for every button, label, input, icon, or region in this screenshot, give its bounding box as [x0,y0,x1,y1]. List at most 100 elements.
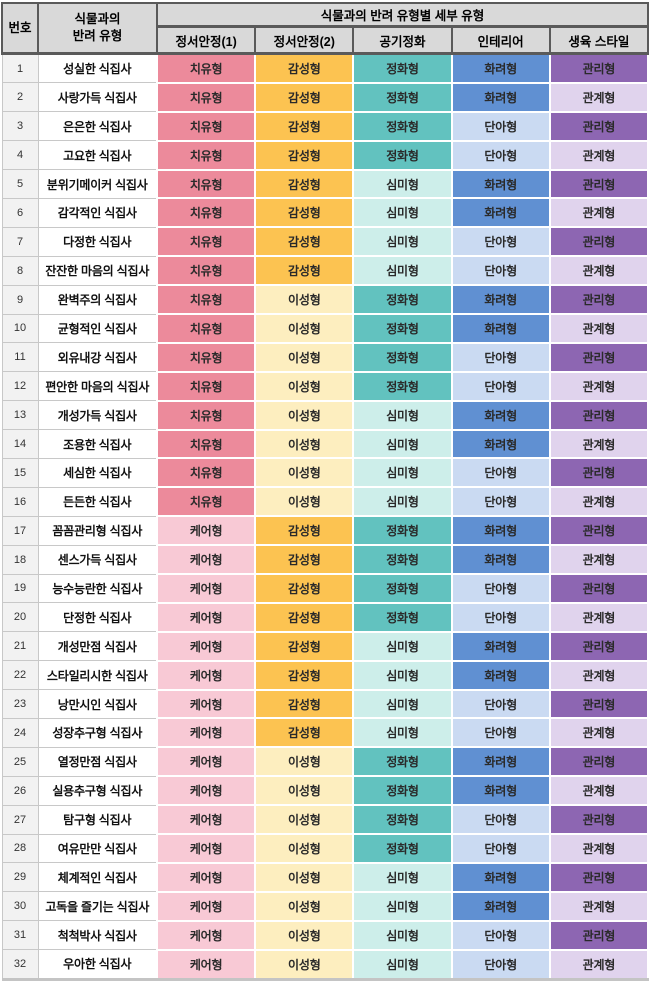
detail-type-cell: 관리형 [548,746,650,778]
detail-type-cell: 이성형 [254,804,355,836]
detail-type-cell: 심미형 [352,457,453,489]
detail-type-cell: 정화형 [352,284,453,316]
row-number-cell: 6 [1,197,39,228]
detail-type-cell: 관리형 [548,168,650,200]
detail-type-cell: 단아형 [450,688,551,720]
companion-type-name-cell: 외유내강 식집사 [37,342,158,373]
detail-type-cell: 감성형 [254,81,355,113]
detail-type-cell: 이성형 [254,486,355,518]
detail-type-cell: 감성형 [254,226,355,258]
detail-type-cell: 이성형 [254,399,355,431]
column-header-number: 번호 [1,2,39,55]
companion-type-name-cell: 성장추구형 식집사 [37,717,158,748]
detail-type-cell: 단아형 [450,226,551,258]
table-row: 15 세심한 식집사 치유형 이성형 심미형 단아형 관리형 [1,457,650,489]
detail-type-cell: 화려형 [450,399,551,431]
detail-type-cell: 케어형 [155,861,257,893]
detail-type-cell: 정화형 [352,52,453,84]
companion-type-name-cell: 체계적인 식집사 [37,862,158,893]
detail-type-cell: 감성형 [254,110,355,142]
table-row: 21 개성만점 식집사 케어형 감성형 심미형 화려형 관리형 [1,630,650,662]
detail-type-cell: 심미형 [352,168,453,200]
detail-type-cell: 정화형 [352,81,453,113]
table-row: 27 탐구형 식집사 케어형 이성형 정화형 단아형 관리형 [1,804,650,836]
companion-type-name-cell: 편안한 마음의 식집사 [37,371,158,402]
detail-type-cell: 단아형 [450,341,551,373]
detail-type-cell: 심미형 [352,861,453,893]
row-number-cell: 12 [1,371,39,402]
column-header-companion-type: 식물과의 반려 유형 [37,2,158,55]
detail-type-cell: 이성형 [254,341,355,373]
detail-type-cell: 케어형 [155,804,257,836]
column-header-interior: 인테리어 [450,25,551,55]
companion-type-name-cell: 탐구형 식집사 [37,804,158,835]
table-row: 16 든든한 식집사 치유형 이성형 심미형 단아형 관계형 [1,486,650,518]
row-number-cell: 14 [1,429,39,459]
table-row: 10 균형적인 식집사 치유형 이성형 정화형 화려형 관계형 [1,313,650,344]
row-number-cell: 32 [1,949,39,981]
detail-type-cell: 관계형 [548,428,650,460]
detail-type-cell: 이성형 [254,313,355,344]
detail-type-cell: 치유형 [155,255,257,287]
detail-type-cell: 관계형 [548,486,650,518]
row-number-cell: 8 [1,255,39,286]
detail-type-cell: 화려형 [450,197,551,229]
detail-type-cell: 정화형 [352,833,453,864]
table-row: 8 잔잔한 마음의 식집사 치유형 감성형 심미형 단아형 관계형 [1,255,650,287]
detail-type-cell: 화려형 [450,515,551,547]
detail-type-cell: 이성형 [254,284,355,316]
detail-type-cell: 화려형 [450,52,551,84]
row-number-cell: 10 [1,313,39,344]
companion-type-name-cell: 세심한 식집사 [37,457,158,488]
table-row: 3 은은한 식집사 치유형 감성형 정화형 단아형 관리형 [1,110,650,142]
detail-type-cell: 화려형 [450,428,551,460]
row-number-cell: 24 [1,717,39,748]
detail-type-cell: 관계형 [548,717,650,749]
detail-type-cell: 치유형 [155,486,257,518]
detail-type-cell: 정화형 [352,544,453,576]
detail-type-cell: 정화형 [352,341,453,373]
companion-type-name-cell: 감각적인 식집사 [37,197,158,228]
table-row: 13 개성가득 식집사 치유형 이성형 심미형 화려형 관리형 [1,399,650,431]
detail-type-cell: 케어형 [155,630,257,662]
table-row: 11 외유내강 식집사 치유형 이성형 정화형 단아형 관리형 [1,341,650,373]
detail-type-cell: 심미형 [352,717,453,749]
detail-type-cell: 케어형 [155,833,257,864]
companion-type-name-cell: 열정만점 식집사 [37,746,158,777]
detail-type-cell: 케어형 [155,601,257,633]
row-number-cell: 2 [1,82,39,113]
detail-type-cell: 감성형 [254,601,355,633]
row-number-cell: 17 [1,515,39,546]
detail-type-cell: 관계형 [548,139,650,171]
detail-type-cell: 정화형 [352,110,453,142]
row-number-cell: 27 [1,804,39,835]
table-row: 24 성장추구형 식집사 케어형 감성형 심미형 단아형 관계형 [1,717,650,749]
row-number-cell: 18 [1,544,39,575]
companion-type-name-cell: 성실한 식집사 [37,52,158,84]
detail-type-cell: 심미형 [352,890,453,922]
row-number-cell: 13 [1,400,39,431]
detail-type-cell: 관리형 [548,573,650,604]
row-number-cell: 4 [1,140,39,171]
row-number-cell: 19 [1,573,39,604]
detail-type-cell: 심미형 [352,919,453,951]
detail-type-cell: 화려형 [450,746,551,778]
table-row: 25 열정만점 식집사 케어형 이성형 정화형 화려형 관리형 [1,746,650,778]
detail-type-cell: 관계형 [548,370,650,402]
detail-type-cell: 화려형 [450,630,551,662]
companion-type-name-cell: 고요한 식집사 [37,140,158,171]
detail-type-cell: 심미형 [352,486,453,518]
detail-type-cell: 심미형 [352,255,453,287]
detail-type-cell: 치유형 [155,52,257,84]
detail-type-cell: 관계형 [548,544,650,576]
detail-type-cell: 관리형 [548,919,650,951]
companion-type-name-cell: 분위기메이커 식집사 [37,169,158,199]
detail-type-cell: 단아형 [450,139,551,171]
detail-type-cell: 정화형 [352,370,453,402]
detail-type-cell: 이성형 [254,370,355,402]
detail-type-cell: 관리형 [548,110,650,142]
detail-type-cell: 감성형 [254,197,355,229]
detail-type-cell: 이성형 [254,919,355,951]
header-row-sub: 정서안정(1) 정서안정(2) 공기정화 인테리어 생육 스타일 [2,25,650,55]
detail-type-cell: 화려형 [450,861,551,893]
